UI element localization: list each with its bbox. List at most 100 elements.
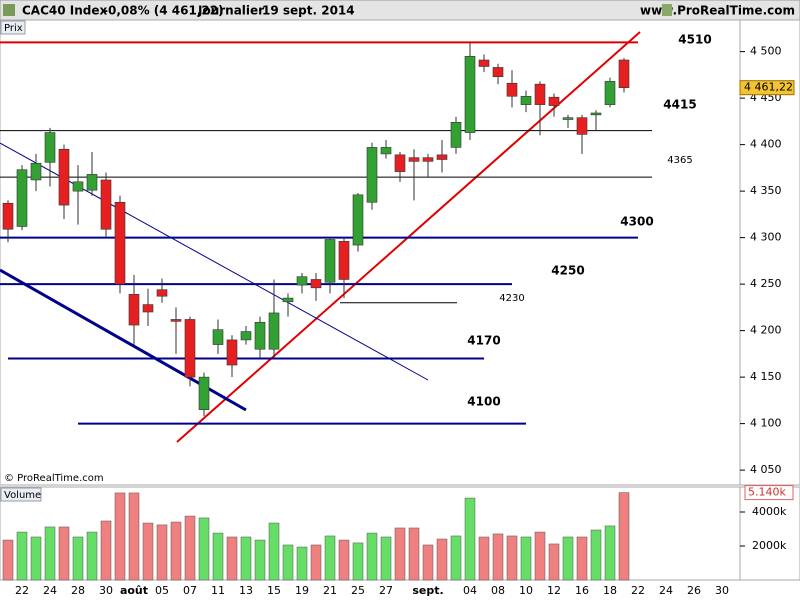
candle-body <box>114 201 126 285</box>
volume-bar <box>240 536 252 581</box>
candle-body <box>450 122 462 148</box>
volume-bar <box>562 536 574 581</box>
y-tick-label: 4 050 <box>750 463 782 476</box>
volume-tag <box>0 487 42 502</box>
volume-label: Volume <box>4 490 41 501</box>
last-price-label: 4 461,22 <box>744 81 793 94</box>
y-tick-label: 4 200 <box>750 324 782 337</box>
x-tick-label: 24 <box>659 584 673 597</box>
candle-body <box>72 181 84 192</box>
candle-body <box>58 148 70 206</box>
y-tick-label: 4 350 <box>750 184 782 197</box>
candle-body <box>534 83 546 105</box>
candle-body <box>142 304 154 313</box>
volume-bar <box>100 520 112 581</box>
volume-bar <box>492 533 504 581</box>
level-label: 4300 <box>620 215 653 229</box>
x-tick-label: 30 <box>99 584 113 597</box>
volume-bar <box>142 522 154 581</box>
volume-bar <box>30 536 42 581</box>
volume-bar <box>436 538 448 581</box>
candle-body <box>464 55 476 133</box>
instrument: CAC40 Index <box>22 4 108 18</box>
y-tick-label: 4 150 <box>750 370 782 383</box>
level-label: 4170 <box>467 334 500 348</box>
candle-body <box>310 279 322 289</box>
candle-body <box>604 81 616 105</box>
x-tick-label: 19 <box>295 584 309 597</box>
candle-body <box>590 112 602 116</box>
volume-bar <box>604 525 616 581</box>
y-tick-label: 4 500 <box>750 45 782 58</box>
level-label: 4230 <box>499 293 524 304</box>
x-tick-label: 12 <box>547 584 561 597</box>
candle-body <box>478 59 490 67</box>
volume-bar <box>520 536 532 581</box>
volume-bar <box>506 535 518 581</box>
level-label: 4250 <box>551 264 584 278</box>
candle-body <box>212 329 224 345</box>
panel-label: Prix <box>4 23 23 34</box>
candle-body <box>618 59 630 88</box>
level-label: 4100 <box>467 395 500 409</box>
source: www.ProRealTime.com <box>640 4 795 18</box>
volume-bar <box>282 544 294 581</box>
x-tick-label: 25 <box>351 584 365 597</box>
x-tick-label: 13 <box>239 584 253 597</box>
last-volume-label: 5.140k <box>748 486 786 499</box>
x-tick-label: 30 <box>715 584 729 597</box>
x-tick-label: 16 <box>575 584 589 597</box>
volume-bar <box>254 539 266 581</box>
candle-body <box>548 96 560 106</box>
candle-body <box>254 321 266 350</box>
candle-body <box>324 239 336 283</box>
date: 19 sept. 2014 <box>262 4 355 18</box>
x-tick-label: 21 <box>323 584 337 597</box>
volume-bar <box>170 521 182 581</box>
candle-body <box>520 95 532 105</box>
candle-body <box>338 241 350 280</box>
candle-body <box>156 289 168 297</box>
candle-body <box>408 157 420 162</box>
x-tick-label: 22 <box>15 584 29 597</box>
volume-bar <box>450 535 462 581</box>
panel-tag <box>0 20 26 35</box>
candle-body <box>492 67 504 78</box>
volume-bar <box>184 515 196 581</box>
volume-bar <box>534 531 546 581</box>
candle-body <box>380 147 392 155</box>
y2-tick-label: 2000k <box>752 539 787 552</box>
candle-body <box>366 147 378 203</box>
candle-body <box>282 297 294 303</box>
price-panel <box>0 19 741 486</box>
volume-bar <box>422 544 434 581</box>
volume-bar <box>2 539 14 581</box>
candle-body <box>296 276 308 286</box>
y2-tick-label: 4000k <box>752 505 787 518</box>
candle-body <box>198 376 210 410</box>
level-label: 4365 <box>667 155 692 166</box>
candle-body <box>422 157 434 162</box>
volume-bar <box>128 492 140 581</box>
candle-body <box>562 117 574 120</box>
window-icon <box>662 4 672 16</box>
x-tick-label: 11 <box>211 584 225 597</box>
candle-body <box>352 194 364 246</box>
volume-bar <box>618 492 630 581</box>
y-tick-label: 4 400 <box>750 138 782 151</box>
candle-body <box>240 331 252 341</box>
x-tick-label: 26 <box>687 584 701 597</box>
price-axis <box>739 19 800 486</box>
change: -0,08% (4 461,22) <box>103 4 224 18</box>
level-label: 4510 <box>678 33 711 47</box>
y-tick-label: 4 300 <box>750 231 782 244</box>
volume-bar <box>268 522 280 581</box>
trend-line <box>0 142 429 381</box>
volume-bar <box>114 492 126 581</box>
candle-body <box>2 202 14 230</box>
period: Journalier <box>197 4 264 18</box>
volume-bar <box>58 526 70 581</box>
x-tick-label: août <box>120 584 148 597</box>
